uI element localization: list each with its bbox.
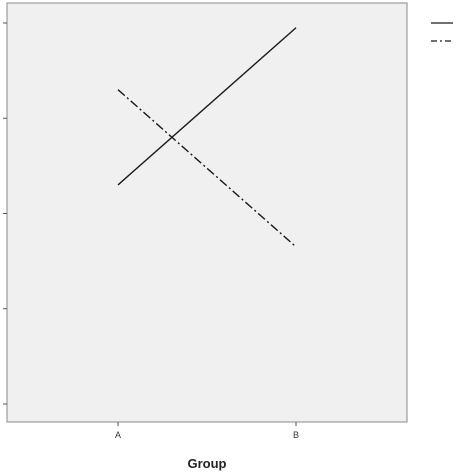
x-tick-label: A [115,430,121,440]
y-axis-ticks [3,22,7,405]
x-axis-label: Group [188,456,227,471]
series-layer [117,27,297,248]
series-line-solid [117,27,297,186]
x-tick-label: B [293,430,299,440]
legend [431,22,453,42]
series-line-dashdot [117,89,297,248]
plot-area [6,2,408,423]
